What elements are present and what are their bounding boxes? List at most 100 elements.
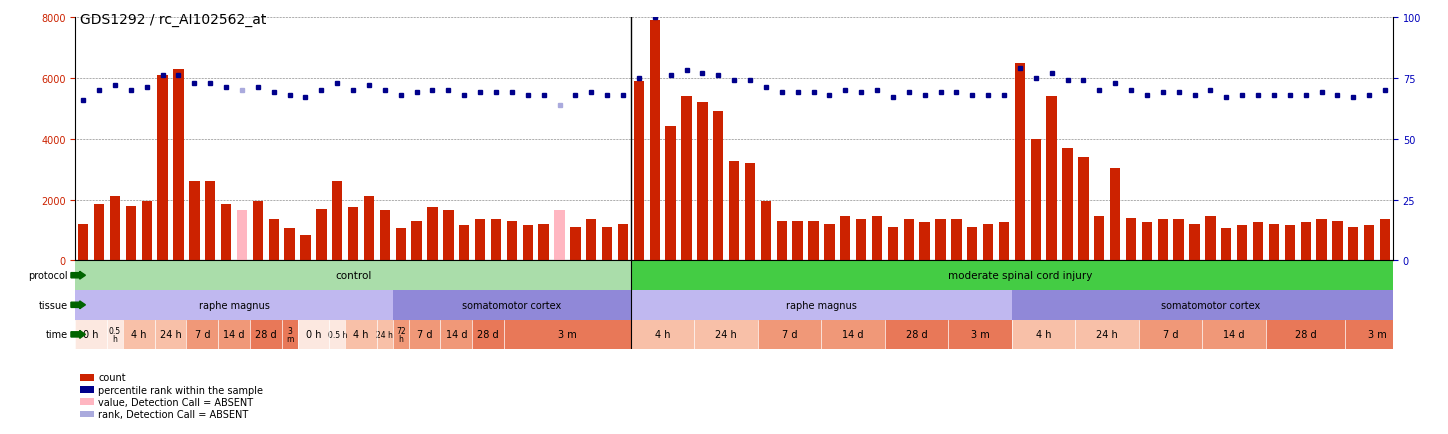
Bar (1111, 168, 1121, 261)
Bar (792, 221, 802, 261)
Bar (1221, 229, 1231, 261)
Bar (427, 207, 437, 261)
Text: 7 d: 7 d (782, 330, 798, 339)
Bar (174, 69, 184, 261)
Bar (951, 220, 961, 261)
Bar (539, 224, 549, 261)
Bar (411, 221, 421, 261)
Bar (251, 320, 282, 349)
Bar (571, 227, 581, 261)
Text: 28 d: 28 d (906, 330, 928, 339)
Bar (507, 221, 517, 261)
Bar (1237, 226, 1247, 261)
Bar (222, 204, 232, 261)
Bar (1316, 220, 1326, 261)
Text: somatomotor cortex: somatomotor cortex (1161, 300, 1260, 310)
Text: 7 d: 7 d (194, 330, 210, 339)
Bar (206, 182, 216, 261)
Text: 4 h: 4 h (654, 330, 670, 339)
Bar (392, 290, 631, 320)
Text: 4 h: 4 h (1035, 330, 1051, 339)
Text: 7 d: 7 d (417, 330, 433, 339)
Text: somatomotor cortex: somatomotor cortex (462, 300, 562, 310)
Bar (253, 201, 264, 261)
Text: rank, Detection Call = ABSENT: rank, Detection Call = ABSENT (98, 409, 249, 419)
Bar (332, 182, 342, 261)
Text: 28 d: 28 d (478, 330, 500, 339)
Text: 14 d: 14 d (446, 330, 468, 339)
Bar (126, 206, 136, 261)
Bar (1380, 220, 1390, 261)
Bar (392, 320, 408, 349)
Bar (237, 210, 248, 261)
Bar (919, 223, 930, 261)
Bar (158, 76, 168, 261)
Bar (872, 217, 882, 261)
Text: 28 d: 28 d (255, 330, 277, 339)
Bar (1012, 320, 1076, 349)
Bar (555, 210, 565, 261)
Bar (698, 103, 708, 261)
Bar (1173, 220, 1184, 261)
Text: 14 d: 14 d (223, 330, 245, 339)
Bar (634, 82, 644, 261)
Text: value, Detection Call = ABSENT: value, Detection Call = ABSENT (98, 397, 253, 407)
Bar (650, 21, 660, 261)
Text: 4 h: 4 h (353, 330, 369, 339)
Bar (282, 320, 297, 349)
Bar (123, 320, 155, 349)
Text: time: time (46, 330, 68, 339)
Bar (602, 227, 613, 261)
Bar (712, 112, 724, 261)
Bar (1364, 226, 1374, 261)
Bar (491, 220, 501, 261)
Bar (475, 220, 485, 261)
Bar (967, 227, 977, 261)
Bar (586, 220, 597, 261)
Bar (459, 226, 469, 261)
Bar (888, 227, 898, 261)
Text: tissue: tissue (39, 300, 68, 310)
Bar (472, 320, 504, 349)
Bar (1031, 139, 1041, 261)
Bar (983, 224, 993, 261)
Bar (1332, 221, 1342, 261)
Bar (856, 220, 866, 261)
Text: percentile rank within the sample: percentile rank within the sample (98, 385, 264, 395)
Text: 3
m: 3 m (285, 326, 294, 343)
Bar (187, 320, 219, 349)
Bar (1015, 63, 1025, 261)
Bar (504, 320, 631, 349)
Bar (219, 320, 251, 349)
Text: 14 d: 14 d (1224, 330, 1245, 339)
Bar (682, 97, 692, 261)
Bar (1348, 227, 1358, 261)
Bar (948, 320, 1012, 349)
Bar (284, 229, 295, 261)
Bar (1157, 220, 1169, 261)
Bar (1079, 158, 1089, 261)
Bar (757, 320, 821, 349)
Bar (824, 224, 834, 261)
Bar (408, 320, 440, 349)
Text: control: control (334, 271, 371, 280)
Bar (523, 226, 533, 261)
Bar (1095, 217, 1105, 261)
Bar (776, 221, 786, 261)
Text: 7 d: 7 d (1163, 330, 1179, 339)
Text: 3 m: 3 m (1368, 330, 1387, 339)
Bar (376, 320, 392, 349)
Bar (904, 220, 914, 261)
Bar (1189, 224, 1200, 261)
Bar (142, 201, 152, 261)
Text: 24 h: 24 h (1096, 330, 1118, 339)
Bar (808, 221, 818, 261)
Text: 0 h: 0 h (84, 330, 98, 339)
Bar (316, 209, 327, 261)
Bar (1076, 320, 1140, 349)
Bar (821, 320, 885, 349)
Text: protocol: protocol (29, 271, 68, 280)
Bar (75, 320, 107, 349)
Bar (1266, 320, 1345, 349)
Bar (1012, 290, 1409, 320)
